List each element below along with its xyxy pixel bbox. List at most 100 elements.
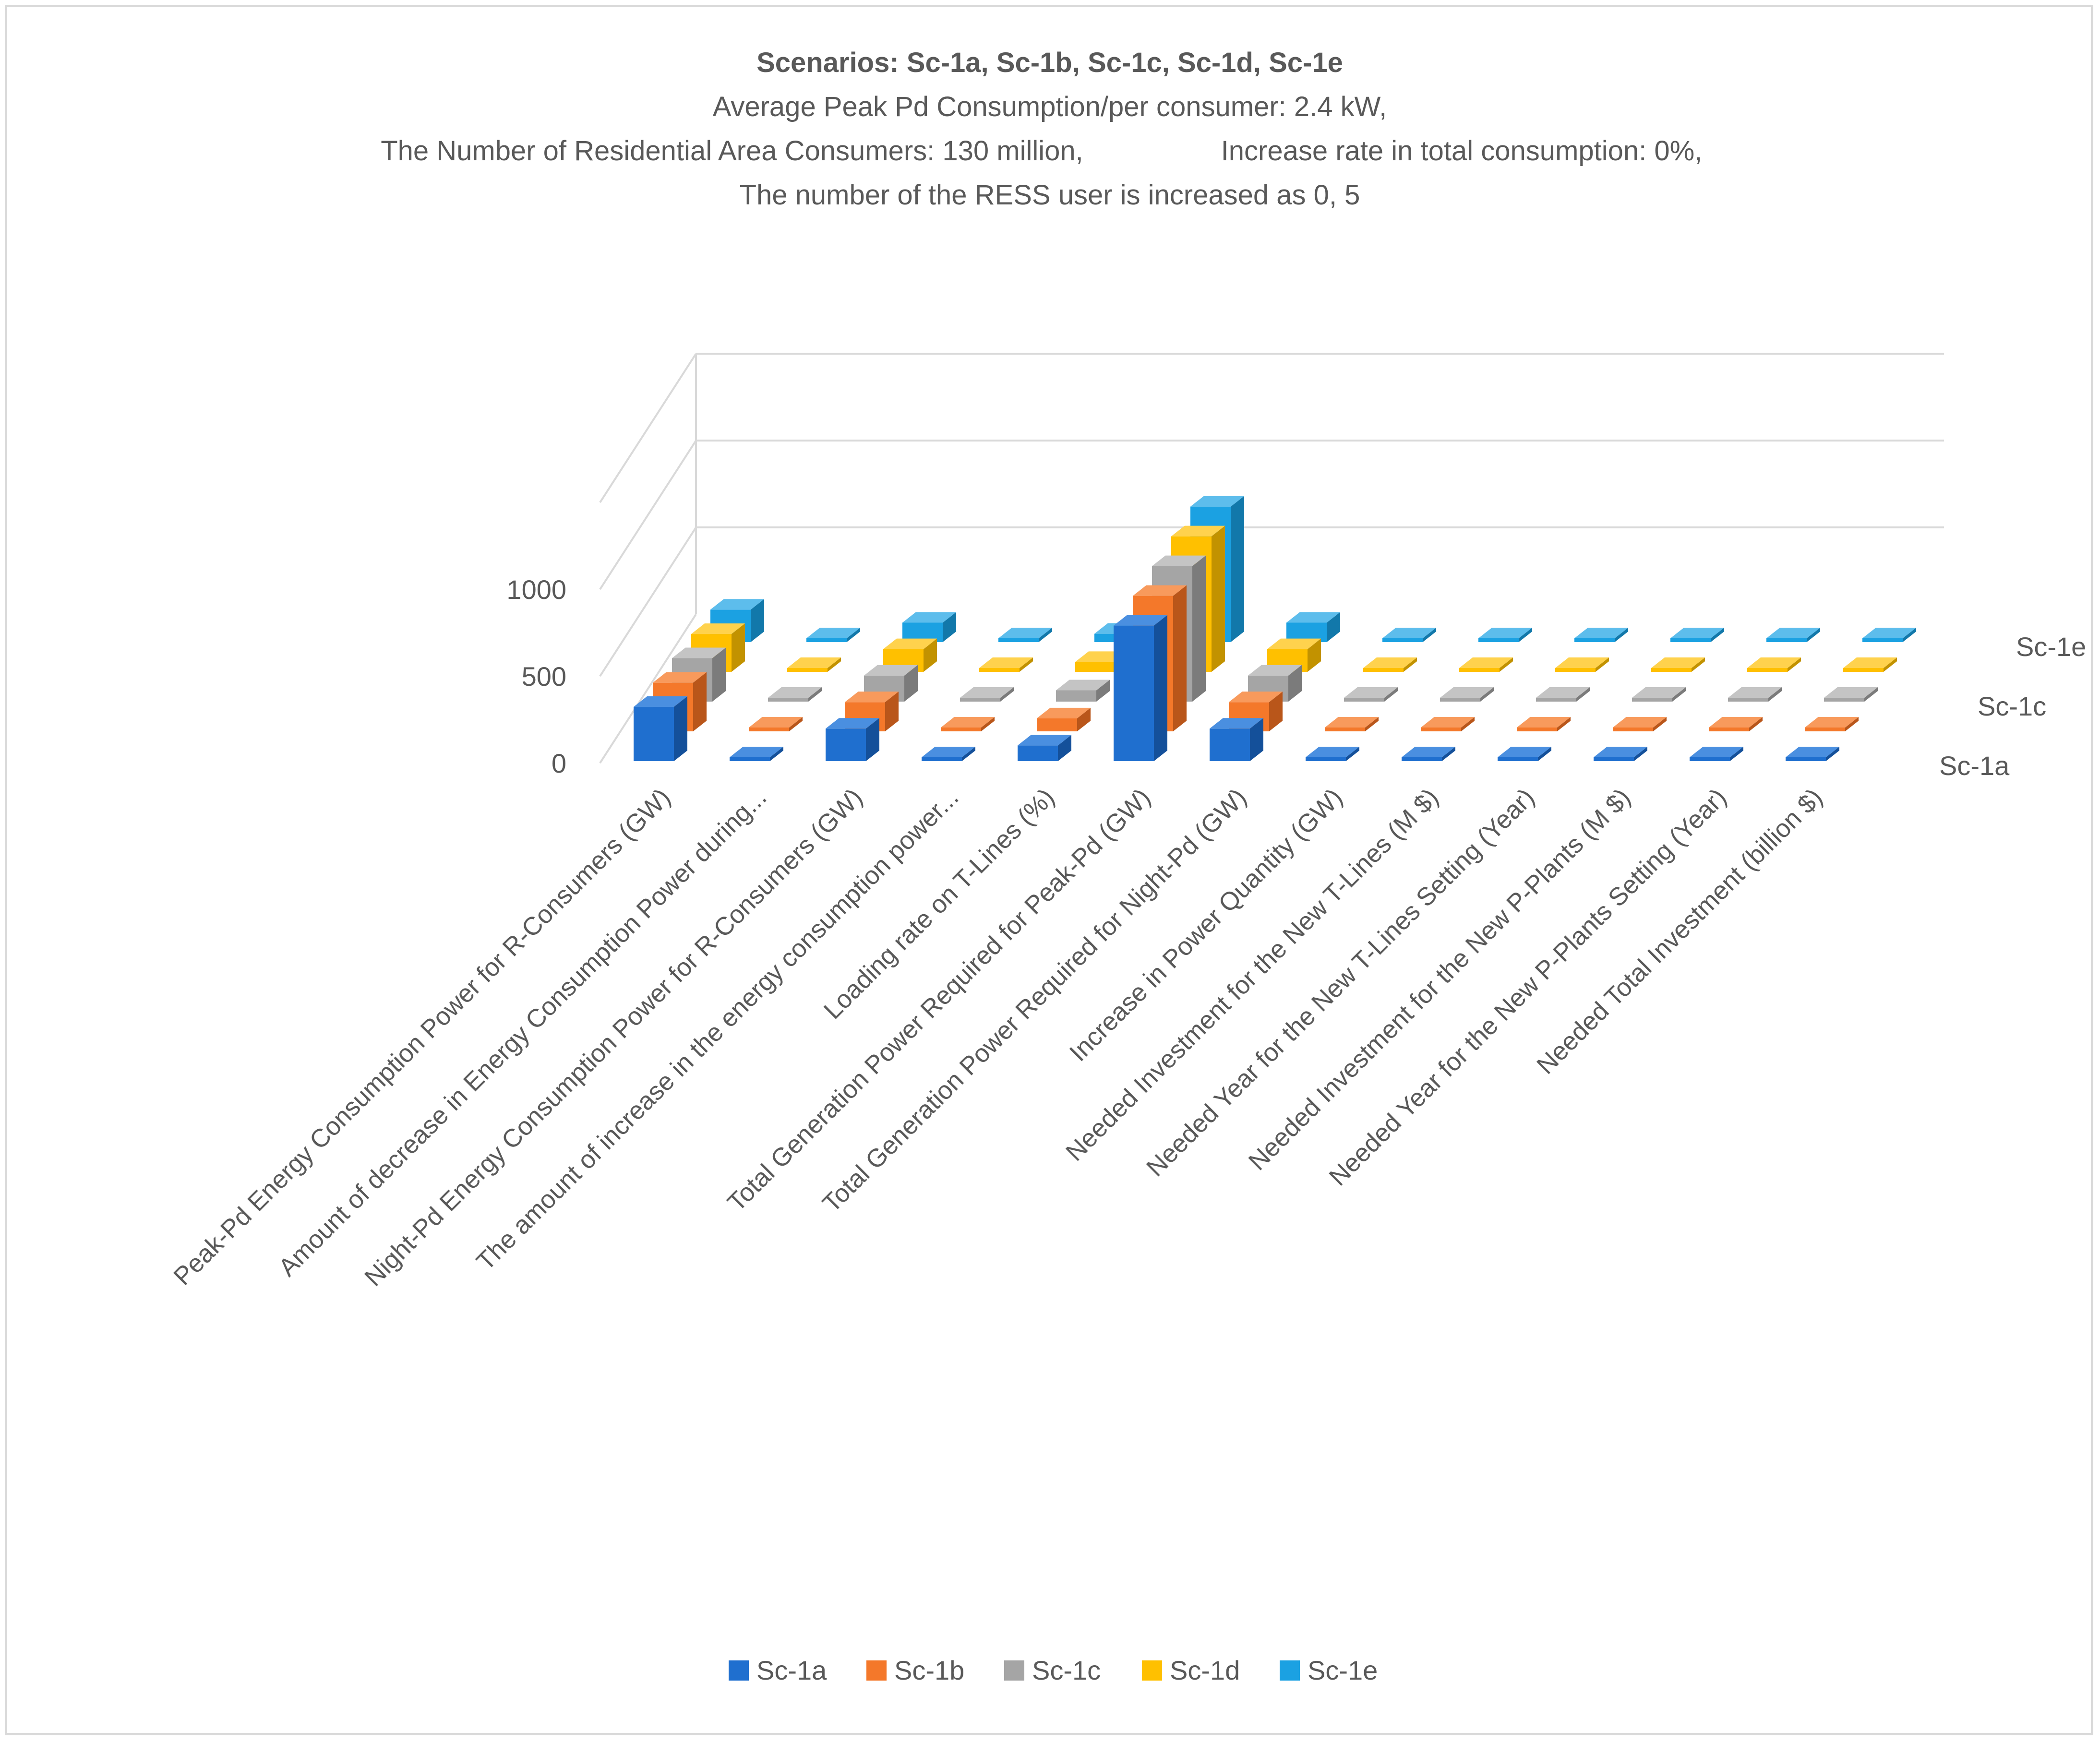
- bar-side-face: [1173, 585, 1187, 731]
- bar-side-face: [847, 628, 860, 642]
- bar-top-face: [1728, 687, 1782, 698]
- bar-side-face: [1192, 555, 1206, 702]
- bar-front-face: [1382, 638, 1423, 642]
- bar-side-face: [1768, 687, 1782, 702]
- z-tick-label: 500: [522, 661, 566, 692]
- bar-side-face: [1711, 628, 1724, 642]
- chart-legend: Sc-1a Sc-1b Sc-1c Sc-1d Sc-1e: [729, 1655, 1378, 1685]
- bar-side-face: [1807, 628, 1820, 642]
- bar-top-face: [1536, 687, 1590, 698]
- bar-sc-1d-cat-1: [787, 657, 841, 672]
- bar-sc-1e-cat-9: [1574, 628, 1628, 642]
- bar-front-face: [1114, 625, 1154, 761]
- bar-top-face: [941, 717, 995, 728]
- bar-side-face: [1096, 680, 1110, 702]
- bar-side-face: [732, 623, 745, 672]
- bar-sc-1e-cat-7: [1382, 628, 1436, 642]
- bar-front-face: [1843, 668, 1884, 672]
- bar-top-face: [845, 692, 899, 703]
- bar-top-face: [1114, 615, 1167, 626]
- bar-front-face: [1594, 757, 1634, 761]
- bar-sc-1d-cat-10: [1651, 657, 1705, 672]
- z-axis-ticks: 0 500 1000: [506, 574, 566, 778]
- bar-top-face: [1498, 747, 1551, 757]
- bar-front-face: [1517, 728, 1557, 731]
- bar-side-face: [962, 747, 975, 761]
- bar-sc-1d-cat-9: [1555, 657, 1609, 672]
- bar-sc-1a-cat-8: [1402, 747, 1455, 761]
- bar-front-face: [730, 757, 770, 761]
- bar-top-face: [1555, 657, 1609, 668]
- bar-top-face: [1248, 665, 1302, 676]
- bar-sc-1c-cat-7: [1344, 687, 1398, 702]
- bar-side-face: [866, 718, 879, 761]
- bar-side-face: [1308, 638, 1321, 672]
- legend-swatch: [1280, 1660, 1300, 1681]
- bar-side-face: [712, 647, 726, 702]
- bar-side-face: [789, 717, 803, 731]
- bar-top-face: [1690, 747, 1743, 757]
- bar-top-face: [960, 687, 1014, 698]
- bar-sc-1d-cat-11: [1747, 657, 1801, 672]
- bar-sc-1b-cat-4: [1037, 707, 1091, 731]
- bar-front-face: [1478, 638, 1519, 642]
- bar-sc-1c-cat-12: [1824, 687, 1878, 702]
- bar-top-face: [1267, 638, 1321, 649]
- bar-sc-1b-cat-3: [941, 717, 995, 731]
- bar-top-face: [730, 747, 783, 757]
- bar-front-face: [1440, 698, 1480, 702]
- chart-bars: [634, 496, 1916, 761]
- bar-sc-1b-cat-8: [1421, 717, 1475, 731]
- bar-front-face: [979, 668, 1020, 672]
- bar-side-face: [1154, 615, 1167, 761]
- bar-sc-1d-cat-12: [1843, 657, 1897, 672]
- bar-top-face: [1670, 628, 1724, 638]
- bar-sc-1a-cat-11: [1690, 747, 1743, 761]
- bar-front-face: [1805, 728, 1845, 731]
- bar-side-face: [1077, 707, 1091, 731]
- bar-front-face: [941, 728, 981, 731]
- legend-label: Sc-1b: [894, 1655, 964, 1685]
- bar-side-face: [885, 692, 899, 731]
- bar-sc-1e-cat-1: [806, 628, 860, 642]
- bar-side-face: [1442, 747, 1455, 761]
- bar-front-face: [1056, 690, 1096, 702]
- bar-front-face: [1037, 718, 1077, 731]
- bar-sc-1e-cat-2: [902, 612, 956, 642]
- bar-side-face: [1327, 612, 1340, 642]
- bar-sc-1a-cat-12: [1786, 747, 1839, 761]
- bar-side-face: [1576, 687, 1590, 702]
- bar-side-face: [674, 696, 687, 761]
- bar-sc-1c-cat-4: [1056, 680, 1110, 702]
- bar-front-face: [806, 638, 847, 642]
- bar-front-face: [1690, 757, 1730, 761]
- legend-swatch: [729, 1660, 749, 1681]
- bar-top-face: [1613, 717, 1667, 728]
- bar-side-face: [1672, 687, 1686, 702]
- bar-sc-1b-cat-1: [749, 717, 803, 731]
- bar-top-face: [1766, 628, 1820, 638]
- bar-front-face: [1325, 728, 1365, 731]
- bar-sc-1a-cat-9: [1498, 747, 1551, 761]
- bar-side-face: [1480, 687, 1494, 702]
- series-axis-label: Sc-1a: [1939, 751, 2010, 781]
- bar-sc-1b-cat-12: [1805, 717, 1859, 731]
- bar-side-face: [1653, 717, 1667, 731]
- title-line-2: Average Peak Pd Consumption/per consumer…: [713, 91, 1387, 122]
- bar-front-face: [1459, 668, 1500, 672]
- chart-title: Scenarios: Sc-1a, Sc-1b, Sc-1c, Sc-1d, S…: [381, 47, 1702, 211]
- legend-swatch: [1142, 1660, 1162, 1681]
- bar-side-face: [1903, 628, 1916, 642]
- side-wall-gridline: [599, 353, 697, 503]
- bar-side-face: [1404, 657, 1417, 672]
- bar-front-face: [998, 638, 1039, 642]
- bar-front-face: [1766, 638, 1807, 642]
- bar-top-face: [1037, 707, 1091, 718]
- bar-front-face: [1498, 757, 1538, 761]
- legend-label: Sc-1a: [756, 1655, 827, 1685]
- bar-sc-1c-cat-1: [768, 687, 822, 702]
- bar-sc-1e-cat-10: [1670, 628, 1724, 642]
- legend-entry-sc-1d: Sc-1d: [1142, 1655, 1240, 1685]
- bar-side-face: [1250, 718, 1263, 761]
- bar-sc-1c-cat-11: [1728, 687, 1782, 702]
